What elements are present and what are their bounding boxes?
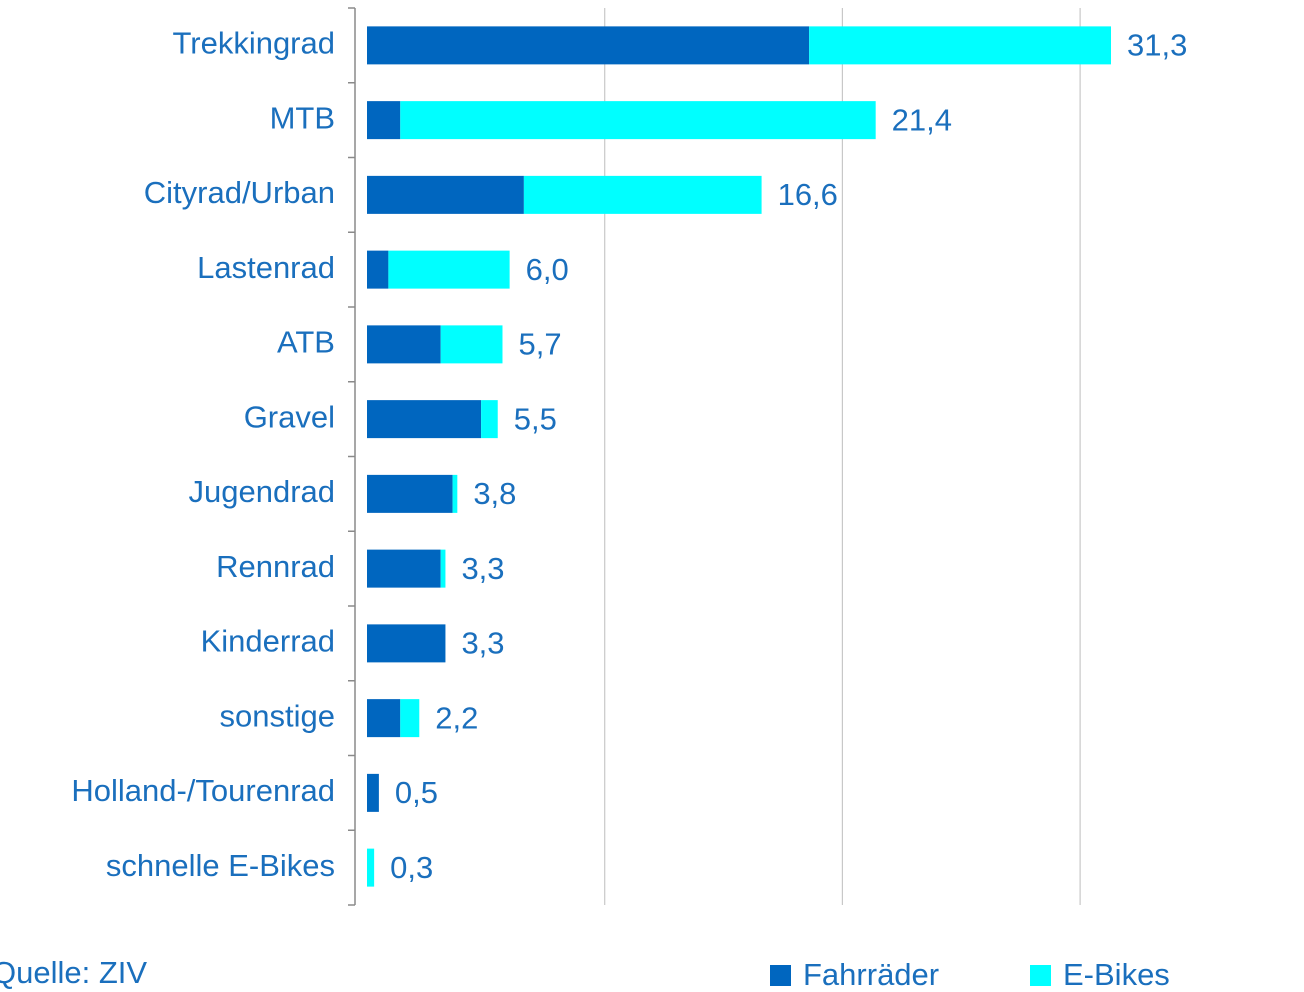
bar-segment — [367, 474, 453, 513]
y-tick-label: Jugendrad — [188, 474, 335, 509]
bar-segment — [809, 26, 1112, 65]
bar-segment — [440, 325, 503, 364]
total-label: 16,6 — [778, 177, 838, 212]
total-label: 0,5 — [395, 775, 438, 810]
bar-segment — [388, 250, 510, 289]
bar-segment — [400, 699, 420, 738]
bar-segment — [367, 325, 441, 364]
total-label: 21,4 — [892, 102, 952, 137]
y-tick-label: Gravel — [244, 399, 335, 434]
total-label: 6,0 — [526, 252, 569, 287]
bar-segment — [452, 474, 458, 513]
total-label: 5,7 — [518, 327, 561, 362]
bar-segment — [367, 400, 482, 439]
bar-segment — [367, 26, 810, 65]
total-label: 0,3 — [390, 850, 433, 885]
bar-segment — [440, 549, 446, 588]
bar-segment — [367, 175, 524, 214]
y-tick-label: schnelle E-Bikes — [106, 848, 335, 883]
bar-segment — [367, 773, 379, 812]
y-tick-label: Lastenrad — [197, 250, 335, 285]
bar-segment — [367, 848, 375, 887]
source: Quelle: ZIV — [0, 955, 147, 990]
y-tick-label: Kinderrad — [201, 624, 335, 659]
bar-segment — [367, 624, 446, 663]
bar-segment — [367, 250, 389, 289]
total-label: 3,3 — [461, 626, 504, 661]
y-tick-label: Trekkingrad — [172, 26, 335, 61]
total-label: 5,5 — [514, 401, 557, 436]
total-label: 2,2 — [435, 700, 478, 735]
legend-label: E-Bikes — [1063, 957, 1170, 992]
bar-segment — [367, 699, 401, 738]
y-tick-label: Cityrad/Urban — [144, 175, 335, 210]
y-tick-label: ATB — [277, 325, 335, 360]
total-label: 31,3 — [1127, 28, 1187, 63]
total-label: 3,3 — [461, 551, 504, 586]
bar-segment — [400, 101, 876, 140]
bar-segment — [367, 549, 441, 588]
total-label: 3,8 — [473, 476, 516, 511]
y-tick-label: sonstige — [220, 698, 335, 733]
y-tick-label: Rennrad — [216, 549, 335, 584]
bar-segment — [481, 400, 498, 439]
legend-label: Fahrräder — [803, 957, 939, 992]
y-tick-label: Holland-/Tourenrad — [71, 773, 335, 808]
bar-segment — [523, 175, 762, 214]
legend-swatch — [1030, 965, 1051, 986]
y-tick-label: MTB — [270, 100, 335, 135]
legend-swatch — [770, 965, 791, 986]
bar-segment — [367, 101, 401, 140]
